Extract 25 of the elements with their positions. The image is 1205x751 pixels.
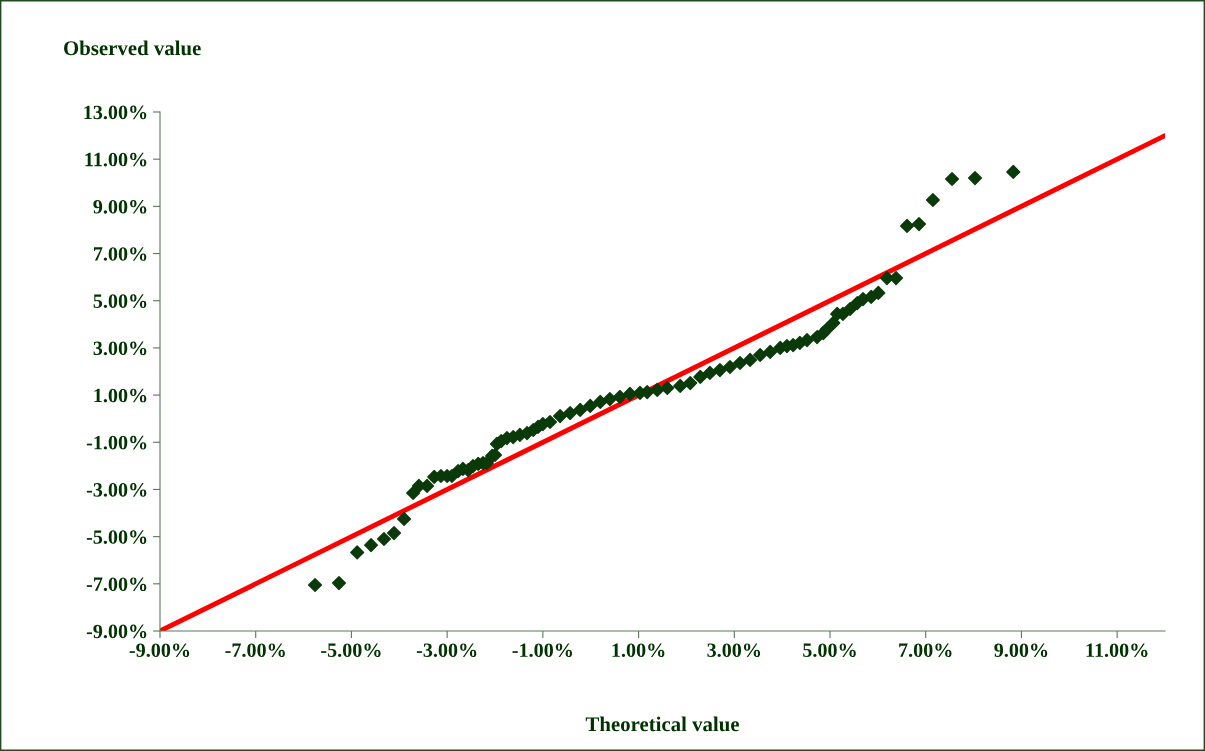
- y-tick-label: 3.00%: [93, 341, 147, 356]
- x-tick-label: -7.00%: [225, 643, 285, 658]
- x-tick-label: -9.00%: [129, 643, 190, 658]
- x-tick-label: -5.00%: [321, 643, 381, 658]
- x-axis-title: Theoretical value: [585, 716, 740, 732]
- y-tick-label: 9.00%: [93, 199, 147, 214]
- y-tick-label: -3.00%: [86, 483, 147, 497]
- x-tick-label: 3.00%: [707, 643, 761, 658]
- x-tick-label: -3.00%: [416, 643, 477, 658]
- x-tick-label: 1.00%: [612, 643, 665, 658]
- x-tick-label: 9.00%: [994, 643, 1048, 658]
- y-tick-label: 11.00%: [85, 152, 147, 167]
- y-tick-label: 13.00%: [84, 105, 147, 120]
- y-tick-label: 1.00%: [94, 388, 147, 403]
- x-tick-label: -1.00%: [512, 643, 573, 658]
- x-tick-label: 7.00%: [899, 643, 952, 658]
- y-tick-label: -7.00%: [86, 577, 147, 592]
- x-tick-label: 5.00%: [803, 643, 856, 658]
- x-tick-label: 11.00%: [1086, 643, 1148, 658]
- y-tick-label: 5.00%: [93, 294, 147, 308]
- y-tick-label: 7.00%: [93, 247, 147, 261]
- y-tick-label: -9.00%: [86, 624, 147, 639]
- y-tick-label: -1.00%: [86, 435, 147, 450]
- y-axis-title: Observed value: [64, 40, 201, 56]
- y-tick-label: -5.00%: [86, 530, 147, 544]
